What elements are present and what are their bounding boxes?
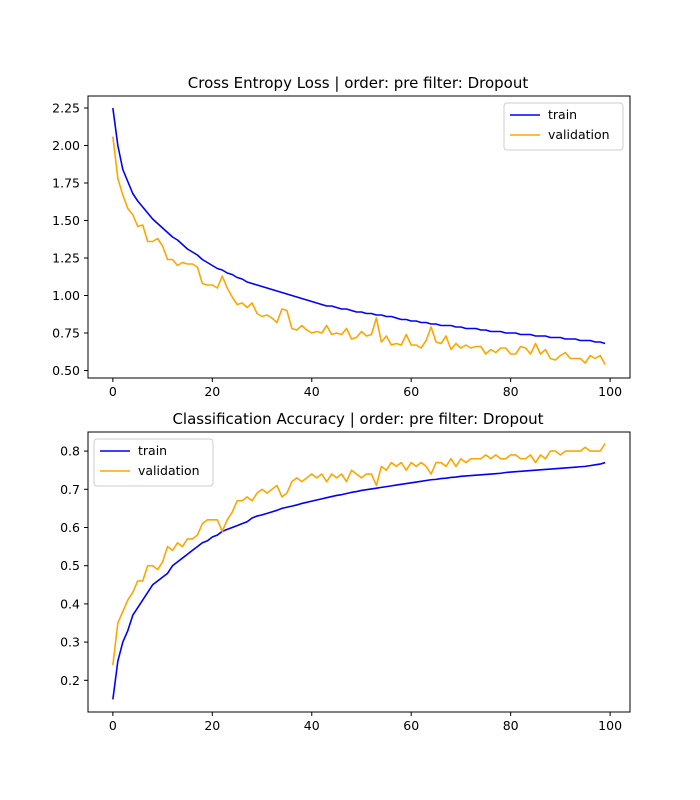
loss-chart: Cross Entropy Loss | order: pre filter: …	[52, 74, 631, 399]
loss-legend-validation-label: validation	[548, 127, 610, 142]
accuracy-y-tick-label: 0.4	[60, 596, 80, 611]
loss-y-tick-label: 0.50	[52, 363, 80, 378]
loss-chart-legend: train validation	[503, 102, 624, 151]
loss-chart-axes-frame	[87, 95, 631, 379]
accuracy-y-tick-label: 0.3	[60, 635, 80, 650]
accuracy-y-tick-label: 0.5	[60, 558, 80, 573]
accuracy-y-tick-label: 0.8	[60, 444, 80, 459]
accuracy-series-validation-line	[112, 443, 606, 666]
loss-x-tick-label: 40	[304, 384, 320, 399]
accuracy-x-tick-label: 0	[109, 718, 117, 733]
accuracy-chart-axes-frame	[87, 431, 631, 713]
loss-chart-x-ticks: 0 20 40 60 80 100	[109, 378, 622, 399]
accuracy-series-train-line	[112, 461, 606, 700]
accuracy-chart-x-ticks: 0 20 40 60 80 100	[109, 712, 622, 733]
loss-y-tick-label: 1.00	[52, 288, 80, 303]
loss-chart-title: Cross Entropy Loss | order: pre filter: …	[188, 74, 529, 92]
loss-y-tick-label: 2.00	[52, 138, 80, 153]
accuracy-chart-title: Classification Accuracy | order: pre fil…	[172, 410, 543, 428]
loss-legend-train-label: train	[548, 107, 577, 122]
accuracy-x-tick-label: 100	[598, 718, 622, 733]
accuracy-y-tick-label: 0.7	[60, 482, 80, 497]
accuracy-chart-series	[112, 443, 606, 700]
loss-series-validation-line	[112, 136, 606, 365]
accuracy-chart: Classification Accuracy | order: pre fil…	[60, 410, 631, 733]
loss-x-tick-label: 0	[109, 384, 117, 399]
accuracy-x-tick-label: 20	[204, 718, 220, 733]
loss-y-tick-label: 1.50	[52, 213, 80, 228]
loss-y-tick-label: 0.75	[52, 326, 80, 341]
loss-y-tick-label: 2.25	[52, 101, 80, 116]
accuracy-legend-validation-label: validation	[138, 463, 200, 478]
loss-x-tick-label: 60	[403, 384, 419, 399]
accuracy-legend-train-label: train	[138, 443, 167, 458]
loss-y-tick-label: 1.75	[52, 176, 80, 191]
accuracy-y-tick-label: 0.2	[60, 673, 80, 688]
loss-chart-y-ticks: 0.50 0.75 1.00 1.25 1.50 1.75 2.00 2.25	[52, 101, 88, 378]
accuracy-chart-legend: train validation	[93, 438, 214, 487]
accuracy-y-tick-label: 0.6	[60, 520, 80, 535]
loss-chart-series	[112, 107, 606, 365]
accuracy-x-tick-label: 60	[403, 718, 419, 733]
accuracy-x-tick-label: 40	[304, 718, 320, 733]
loss-y-tick-label: 1.25	[52, 251, 80, 266]
accuracy-x-tick-label: 80	[503, 718, 519, 733]
loss-x-tick-label: 20	[204, 384, 220, 399]
accuracy-chart-y-ticks: 0.2 0.3 0.4 0.5 0.6 0.7 0.8	[60, 444, 88, 688]
loss-x-tick-label: 100	[598, 384, 622, 399]
loss-x-tick-label: 80	[503, 384, 519, 399]
loss-series-train-line	[112, 107, 606, 345]
